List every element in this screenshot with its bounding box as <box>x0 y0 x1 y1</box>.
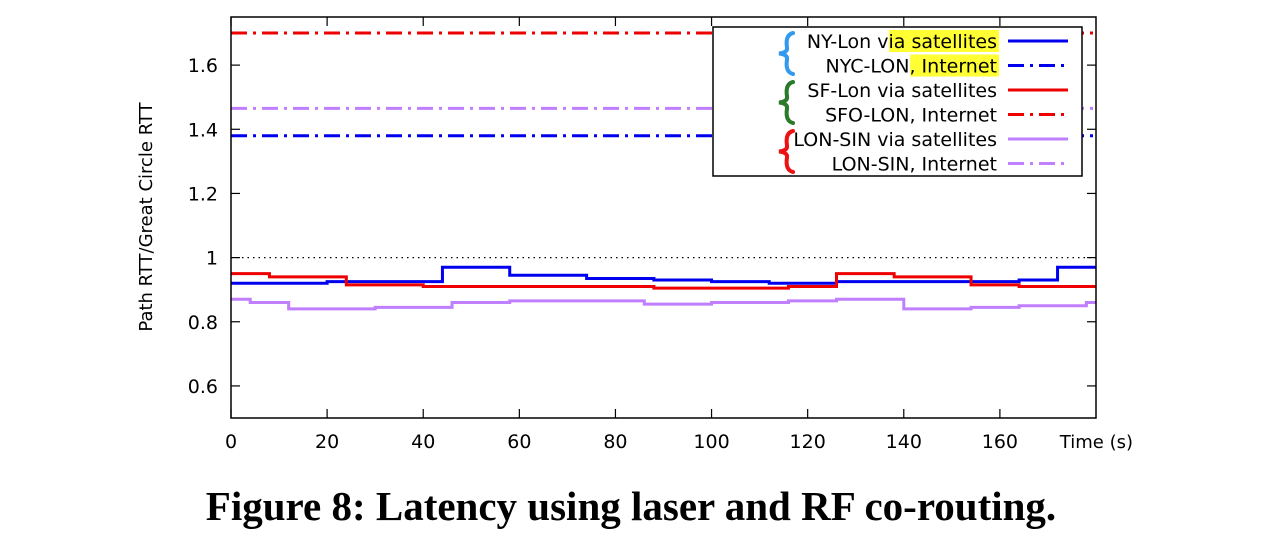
group-brace-0 <box>778 31 795 76</box>
y-tick-label: 0.6 <box>188 376 218 398</box>
legend-highlight-0 <box>889 30 999 52</box>
x-tick-label: 20 <box>315 431 339 453</box>
series-line-4 <box>231 297 1096 311</box>
y-tick-label: 1 <box>206 248 218 270</box>
x-tick-label: 140 <box>886 431 922 453</box>
x-tick-label: 160 <box>982 431 1018 453</box>
legend-highlight-1 <box>910 54 999 77</box>
x-tick-label: 40 <box>411 431 435 453</box>
y-tick-label: 1.6 <box>188 55 218 77</box>
x-tick-label: 0 <box>225 431 237 453</box>
group-brace-2 <box>778 129 795 174</box>
plot-frame <box>230 16 1097 419</box>
y-tick-label: 1.2 <box>188 183 218 205</box>
latency-chart: 0 20 40 60 80 100 120 140 160 0.6 0.8 1 1.2 1.4 1.6 Pa… <box>136 16 1133 453</box>
x-tick-label: 120 <box>790 431 826 453</box>
legend-label-text: NY-Lon via <box>807 31 912 53</box>
legend-label-3: SFO-LON, Internet <box>825 105 997 127</box>
series-line-0 <box>231 265 1096 285</box>
series-line-2 <box>231 272 1096 290</box>
legend-label-highlighted-text: satellites <box>911 31 997 53</box>
y-tick-label: 0.8 <box>188 312 218 334</box>
legend-label-5: LON-SIN, Internet <box>832 154 997 176</box>
x-tick-label: 80 <box>603 431 627 453</box>
tick-layer: 0 20 40 60 80 100 120 140 160 0.6 0.8 1 1.2 1.4 1.6 <box>188 17 1096 453</box>
legend-label-0: NY-Lon via satellites <box>807 31 997 53</box>
y-tick-label: 1.4 <box>188 119 218 141</box>
group-brace-1 <box>778 80 795 125</box>
y-axis-label: Path RTT/Great Circle RTT <box>136 101 157 331</box>
x-axis-label: Time (s) <box>1059 432 1133 453</box>
x-tick-label: 60 <box>507 431 531 453</box>
x-tick-label: 100 <box>693 431 729 453</box>
legend-label-text: NYC-LON, <box>825 56 921 78</box>
legend-label-4: LON-SIN via satellites <box>793 129 997 151</box>
legend-label-highlighted-text: Internet <box>922 56 997 78</box>
figure-caption: Figure 8: Latency using laser and RF co-… <box>205 483 1057 529</box>
legend-label-2: SF-Lon via satellites <box>807 80 997 102</box>
legend-label-1: NYC-LON, Internet <box>825 56 997 78</box>
